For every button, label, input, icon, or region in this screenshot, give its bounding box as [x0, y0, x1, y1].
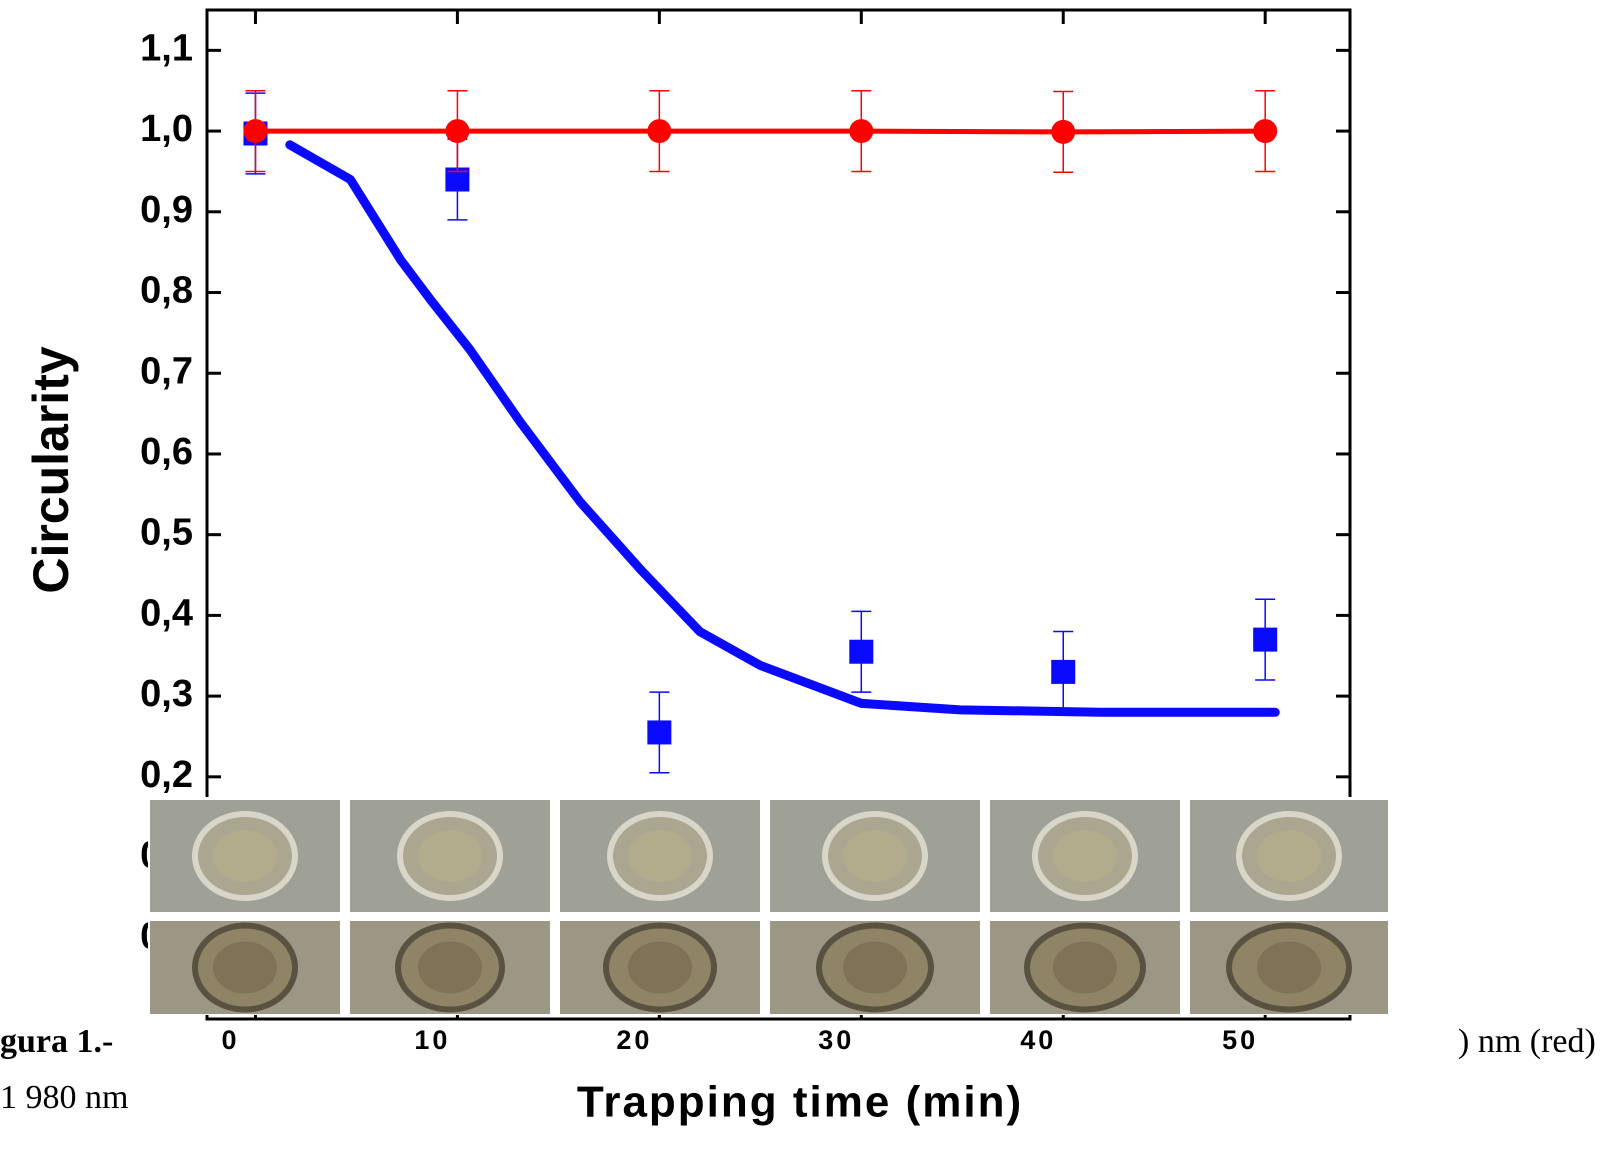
y-tick-label: 1,0 — [140, 108, 193, 150]
y-tick-label: 0,8 — [140, 270, 193, 312]
data-point — [849, 119, 874, 144]
cell-core — [1053, 941, 1117, 994]
data-point — [1253, 627, 1278, 652]
plot-frame — [205, 8, 1352, 1021]
x-tick-label: 10 — [414, 1025, 450, 1055]
data-line — [285, 140, 1280, 717]
data-point — [1051, 659, 1076, 684]
cell-core — [1257, 830, 1321, 882]
data-point — [849, 639, 874, 664]
y-tick-label: 0,4 — [140, 592, 193, 634]
cell-core — [1053, 830, 1117, 882]
y-tick-label: 0,7 — [140, 350, 193, 392]
data-point — [1253, 119, 1278, 144]
cell-core — [628, 830, 692, 882]
cell-core — [418, 830, 482, 882]
y-tick-label: 1,1 — [140, 27, 193, 69]
y-tick-label: 0,2 — [140, 754, 193, 796]
data-point — [243, 119, 268, 144]
caption: ) nm (red) — [1458, 1023, 1596, 1060]
x-tick-label: 40 — [1020, 1025, 1056, 1055]
data-point — [445, 119, 470, 144]
cell-core — [628, 941, 692, 994]
cell-core — [843, 941, 907, 994]
x-tick-label: 30 — [818, 1025, 854, 1055]
cell-core — [1257, 941, 1321, 994]
cell-core — [418, 941, 482, 994]
cell-core — [213, 830, 277, 882]
cell-image-panel — [148, 797, 1390, 1015]
y-tick-label: 0,6 — [140, 431, 193, 473]
cell-core — [843, 830, 907, 882]
x-tick-label: 50 — [1222, 1025, 1258, 1055]
y-tick-label: 0,9 — [140, 189, 193, 231]
cell-core — [213, 941, 277, 994]
y-tick-label: 0,3 — [140, 673, 193, 715]
y-tick-label: 0,5 — [140, 512, 193, 554]
caption: 1 980 nm — [0, 1079, 128, 1116]
data-point — [647, 720, 672, 745]
caption: gura 1.- — [0, 1023, 113, 1060]
x-tick-label: 20 — [616, 1025, 652, 1055]
data-point — [1051, 119, 1076, 144]
x-tick-label: 0 — [221, 1025, 239, 1055]
y-axis-title: Circularity — [23, 346, 79, 594]
data-point — [647, 119, 672, 144]
x-axis-title: Trapping time (min) — [577, 1078, 1023, 1127]
data-line — [252, 128, 1268, 135]
